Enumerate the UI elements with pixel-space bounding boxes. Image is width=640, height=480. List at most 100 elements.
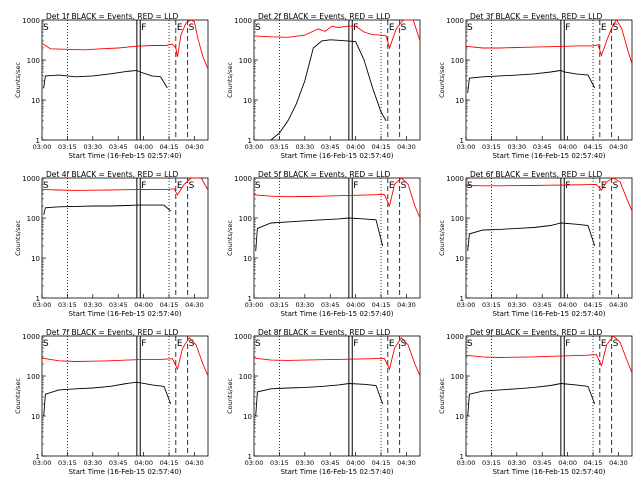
- x-tick-label: 04:30: [609, 459, 628, 467]
- series-line-lld: [465, 177, 633, 212]
- flag-label: E: [389, 181, 395, 191]
- flag-label: F: [565, 23, 570, 33]
- x-tick-label: 04:00: [134, 143, 153, 151]
- y-tick-label: 1: [248, 137, 252, 145]
- flag-label: F: [565, 339, 570, 349]
- x-tick-label: 04:15: [584, 143, 603, 151]
- x-axis-label: Start Time (16-Feb-15 02:57:40): [68, 152, 181, 160]
- flag-label: F: [565, 181, 570, 191]
- x-tick-label: 03:45: [109, 143, 128, 151]
- series-line-lld: [465, 335, 633, 373]
- x-tick-label: 03:00: [33, 143, 52, 151]
- series-line-events: [255, 217, 384, 252]
- flag-label: F: [141, 23, 146, 33]
- y-tick-label: 100: [27, 57, 40, 65]
- plot-frame: [253, 19, 421, 141]
- y-tick-label: 100: [451, 57, 464, 65]
- chart-title: Det 5f BLACK = Events, RED = LLD: [258, 170, 391, 179]
- x-tick-label: 03:00: [245, 301, 264, 309]
- x-tick-label: 04:15: [372, 143, 391, 151]
- series-line-lld: [465, 19, 633, 65]
- plot-frame: [41, 335, 209, 457]
- flag-label: S: [467, 339, 473, 349]
- x-tick-label: 04:30: [185, 459, 204, 467]
- chart-title: Det 2f BLACK = Events, RED = LLD: [258, 12, 391, 21]
- x-tick-label: 04:30: [397, 459, 416, 467]
- x-tick-label: 04:30: [397, 301, 416, 309]
- plot-frame: [41, 19, 209, 141]
- y-axis-label: Counts/sec: [14, 378, 22, 414]
- x-tick-label: 03:45: [109, 459, 128, 467]
- y-tick-label: 1: [36, 295, 40, 303]
- y-tick-label: 1: [460, 295, 464, 303]
- x-tick-label: 04:30: [609, 301, 628, 309]
- x-tick-label: 03:30: [295, 301, 314, 309]
- x-axis-label: Start Time (16-Feb-15 02:57:40): [68, 310, 181, 318]
- chart-title: Det 4f BLACK = Events, RED = LLD: [46, 170, 179, 179]
- x-axis-label: Start Time (16-Feb-15 02:57:40): [280, 152, 393, 160]
- flag-label: S: [189, 339, 195, 349]
- y-tick-label: 1: [36, 453, 40, 461]
- y-tick-label: 10: [243, 255, 252, 263]
- x-tick-label: 04:15: [584, 301, 603, 309]
- x-tick-label: 03:00: [457, 301, 476, 309]
- x-tick-label: 04:15: [160, 143, 179, 151]
- y-axis-label: Counts/sec: [226, 378, 234, 414]
- x-tick-label: 03:30: [295, 143, 314, 151]
- x-tick-label: 03:15: [482, 301, 501, 309]
- flag-label: E: [389, 23, 395, 33]
- chart-title: Det 7f BLACK = Events, RED = LLD: [46, 328, 179, 337]
- x-tick-label: 03:30: [507, 143, 526, 151]
- x-tick-label: 03:45: [321, 301, 340, 309]
- series-line-events: [467, 383, 596, 417]
- y-tick-label: 100: [27, 215, 40, 223]
- y-tick-label: 10: [243, 97, 252, 105]
- x-tick-label: 03:00: [33, 301, 52, 309]
- x-tick-label: 03:15: [270, 459, 289, 467]
- y-tick-label: 100: [239, 215, 252, 223]
- x-tick-label: 04:00: [558, 143, 577, 151]
- x-tick-label: 03:15: [58, 459, 77, 467]
- x-tick-label: 04:00: [346, 301, 365, 309]
- x-tick-label: 04:00: [134, 301, 153, 309]
- flag-label: F: [353, 339, 358, 349]
- series-line-lld: [41, 19, 209, 70]
- y-tick-label: 10: [31, 413, 40, 421]
- series-line-lld: [253, 337, 421, 377]
- plot-frame: [465, 335, 633, 457]
- x-axis-label: Start Time (16-Feb-15 02:57:40): [492, 310, 605, 318]
- x-tick-label: 03:30: [507, 301, 526, 309]
- flag-label: S: [467, 23, 473, 33]
- flag-label: E: [389, 339, 395, 349]
- y-tick-label: 1000: [22, 333, 40, 341]
- x-axis-label: Start Time (16-Feb-15 02:57:40): [280, 468, 393, 476]
- y-axis-label: Counts/sec: [14, 220, 22, 256]
- y-tick-label: 1000: [446, 175, 464, 183]
- series-line-events: [43, 204, 171, 215]
- flag-label: S: [401, 339, 407, 349]
- y-tick-label: 1: [36, 137, 40, 145]
- y-axis-label: Counts/sec: [438, 62, 446, 98]
- y-tick-label: 1: [460, 137, 464, 145]
- flag-label: S: [43, 23, 49, 33]
- x-tick-label: 04:15: [160, 301, 179, 309]
- x-tick-label: 04:30: [609, 143, 628, 151]
- x-tick-label: 03:15: [482, 459, 501, 467]
- chart-title: Det 9f BLACK = Events, RED = LLD: [470, 328, 603, 337]
- y-tick-label: 100: [27, 373, 40, 381]
- flag-label: S: [255, 181, 261, 191]
- chart-title: Det 8f BLACK = Events, RED = LLD: [258, 328, 391, 337]
- x-tick-label: 03:30: [507, 459, 526, 467]
- flag-label: F: [353, 23, 358, 33]
- x-tick-label: 04:15: [372, 459, 391, 467]
- plot-frame: [465, 177, 633, 299]
- flag-label: S: [189, 23, 195, 33]
- y-tick-label: 10: [455, 97, 464, 105]
- y-tick-label: 10: [243, 413, 252, 421]
